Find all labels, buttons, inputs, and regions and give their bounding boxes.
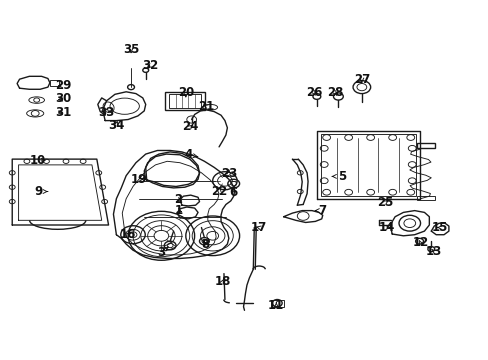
Text: 27: 27	[353, 73, 369, 86]
Text: 28: 28	[326, 86, 343, 99]
Text: 25: 25	[376, 196, 393, 209]
Text: 19: 19	[131, 173, 147, 186]
Text: 31: 31	[55, 106, 72, 119]
Bar	[271, 300, 283, 307]
Text: 3: 3	[157, 246, 168, 258]
Text: 13: 13	[425, 245, 442, 258]
Bar	[50, 80, 59, 86]
Text: 32: 32	[142, 59, 159, 72]
Text: 34: 34	[108, 119, 124, 132]
Bar	[165, 92, 205, 110]
Text: 1: 1	[174, 204, 182, 217]
Text: 22: 22	[210, 185, 227, 198]
Text: 9: 9	[34, 185, 48, 198]
Text: 7: 7	[315, 204, 326, 217]
Text: 33: 33	[98, 106, 115, 119]
Text: 8: 8	[201, 238, 209, 251]
Text: 20: 20	[177, 86, 194, 99]
Bar	[169, 94, 201, 108]
Text: 5: 5	[332, 170, 346, 183]
Text: 16: 16	[120, 228, 136, 241]
Text: 18: 18	[214, 275, 230, 288]
Text: 35: 35	[122, 43, 139, 56]
Text: 30: 30	[55, 93, 72, 105]
Text: 26: 26	[305, 86, 322, 99]
Text: 2: 2	[174, 193, 182, 206]
Text: 17: 17	[250, 221, 267, 234]
Bar	[416, 196, 434, 200]
Text: 23: 23	[220, 167, 237, 180]
Text: 14: 14	[378, 221, 395, 234]
Text: 29: 29	[55, 79, 72, 92]
Text: 21: 21	[198, 100, 214, 113]
Text: 11: 11	[267, 299, 284, 312]
Text: 24: 24	[182, 120, 199, 133]
Text: 10: 10	[30, 154, 46, 167]
Bar	[416, 143, 434, 148]
Bar	[320, 134, 415, 196]
Text: 12: 12	[411, 237, 428, 249]
Text: 15: 15	[431, 221, 447, 234]
Text: 4: 4	[184, 148, 198, 161]
Text: 6: 6	[229, 186, 237, 199]
